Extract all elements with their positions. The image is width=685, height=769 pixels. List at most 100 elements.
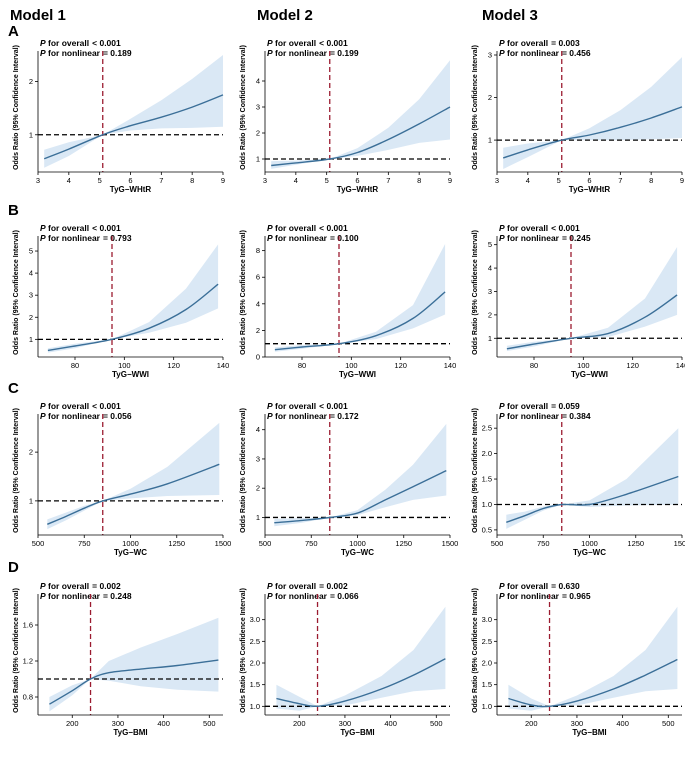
x-tick-label: 3 <box>263 176 267 185</box>
x-tick-label: 3 <box>36 176 40 185</box>
or-curve <box>47 463 220 525</box>
p-symbol: P <box>40 48 46 58</box>
y-tick-label: 1.0 <box>250 702 260 711</box>
or-curve <box>506 475 679 523</box>
p-nonlinear-value: = 0.189 <box>103 48 132 58</box>
y-tick-label: 3 <box>256 103 260 112</box>
y-tick-label: 5 <box>29 247 33 256</box>
p-symbol: P <box>40 223 46 233</box>
x-tick-label: 200 <box>66 719 79 728</box>
p-symbol: P <box>267 591 273 601</box>
x-tick-label: 200 <box>293 719 306 728</box>
y-tick-label: 2.0 <box>482 659 492 668</box>
x-tick-label: 140 <box>676 361 685 370</box>
p-nonlinear-value: = 0.066 <box>330 591 359 601</box>
y-axis-label: Odds Ratio (95% Confidence Interval) <box>13 45 20 170</box>
y-tick-label: 1 <box>488 334 492 343</box>
p-nonlinear-label: for nonlinear <box>46 591 101 601</box>
y-tick-label: 1 <box>29 496 33 505</box>
p-nonlinear-value: = 0.056 <box>103 411 132 421</box>
y-tick-label: 3.0 <box>250 615 260 624</box>
p-nonlinear-label: for nonlinear <box>273 48 328 58</box>
y-tick-label: 3 <box>29 291 33 300</box>
p-overall-annotation: P for overall < 0.001 <box>267 38 348 48</box>
p-nonlinear-value: = 0.793 <box>103 233 132 243</box>
x-tick-label: 750 <box>78 539 91 548</box>
y-axis-label: Odds Ratio (95% Confidence Interval) <box>472 408 479 533</box>
y-tick-label: 1.6 <box>23 621 33 630</box>
p-overall-annotation: P for overall < 0.001 <box>267 223 348 233</box>
p-overall-label: for overall <box>46 38 89 48</box>
p-overall-label: for overall <box>505 223 548 233</box>
x-tick-label: 5 <box>325 176 329 185</box>
p-overall-label: for overall <box>505 581 548 591</box>
x-tick-label: 500 <box>203 719 216 728</box>
p-nonlinear-value: = 0.245 <box>562 233 591 243</box>
y-tick-label: 2 <box>256 326 260 335</box>
p-overall-value: = 0.059 <box>551 401 580 411</box>
or-curve <box>274 291 446 351</box>
model-title: Model 3 <box>482 7 538 24</box>
p-nonlinear-annotation: P for nonlinear = 0.189 <box>40 48 132 58</box>
x-tick-label: 400 <box>384 719 397 728</box>
x-tick-label: 120 <box>167 361 180 370</box>
p-overall-label: for overall <box>46 581 89 591</box>
x-tick-label: 120 <box>394 361 407 370</box>
x-tick-label: 5 <box>98 176 102 185</box>
x-axis-label: TyG−BMI <box>113 728 147 737</box>
x-tick-label: 7 <box>386 176 390 185</box>
p-symbol: P <box>267 411 273 421</box>
y-tick-label: 2.5 <box>482 424 492 433</box>
y-tick-label: 3 <box>488 287 492 296</box>
y-tick-label: 2 <box>29 448 33 457</box>
x-tick-label: 8 <box>417 176 421 185</box>
confidence-band <box>47 422 220 530</box>
y-axis-label: Odds Ratio (95% Confidence Interval) <box>240 45 247 170</box>
p-nonlinear-annotation: P for nonlinear = 0.245 <box>499 233 591 243</box>
y-axis-label: Odds Ratio (95% Confidence Interval) <box>472 45 479 170</box>
y-tick-label: 3 <box>256 454 260 463</box>
p-nonlinear-label: for nonlinear <box>505 48 560 58</box>
confidence-band <box>506 247 678 352</box>
x-tick-label: 9 <box>221 176 225 185</box>
y-tick-label: 1 <box>488 136 492 145</box>
x-tick-label: 300 <box>571 719 584 728</box>
x-tick-label: 80 <box>530 361 538 370</box>
y-tick-label: 6 <box>256 273 260 282</box>
p-overall-value: < 0.001 <box>92 401 121 411</box>
x-tick-label: 5 <box>557 176 561 185</box>
y-tick-label: 2 <box>29 77 33 86</box>
p-symbol: P <box>499 411 505 421</box>
y-tick-label: 4 <box>256 77 260 86</box>
p-nonlinear-value: = 0.172 <box>330 411 359 421</box>
row-label: D <box>8 559 19 576</box>
y-axis-label: Odds Ratio (95% Confidence Interval) <box>240 230 247 355</box>
x-tick-label: 1250 <box>627 539 644 548</box>
p-nonlinear-value: = 0.100 <box>330 233 359 243</box>
p-overall-value: < 0.001 <box>551 223 580 233</box>
p-nonlinear-annotation: P for nonlinear = 0.793 <box>40 233 132 243</box>
p-symbol: P <box>267 233 273 243</box>
p-symbol: P <box>499 591 505 601</box>
x-tick-label: 1250 <box>168 539 185 548</box>
y-tick-label: 1.0 <box>482 702 492 711</box>
or-curve <box>47 283 219 352</box>
x-tick-label: 3 <box>495 176 499 185</box>
x-tick-label: 140 <box>217 361 230 370</box>
p-nonlinear-annotation: P for nonlinear = 0.199 <box>267 48 359 58</box>
x-tick-label: 9 <box>680 176 684 185</box>
x-tick-label: 6 <box>355 176 359 185</box>
x-tick-label: 100 <box>345 361 358 370</box>
model-title: Model 1 <box>10 7 66 24</box>
x-tick-label: 6 <box>128 176 132 185</box>
or-curve <box>506 294 678 350</box>
confidence-band <box>44 55 224 168</box>
confidence-band <box>274 423 447 527</box>
x-axis-label: TyG−BMI <box>572 728 606 737</box>
p-symbol: P <box>267 48 273 58</box>
